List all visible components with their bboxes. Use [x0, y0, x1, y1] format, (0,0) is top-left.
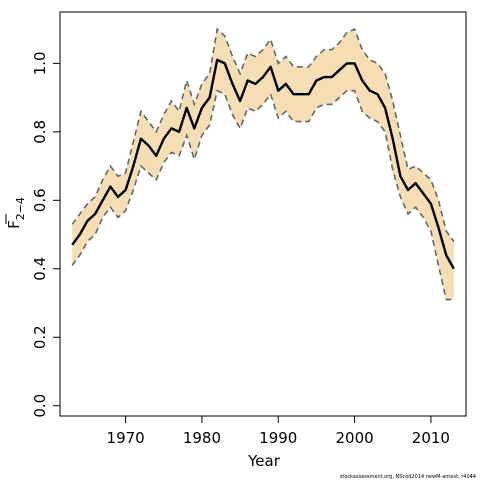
x-tick-label: 2010: [412, 429, 450, 447]
y-axis-title: F2−4: [5, 197, 27, 229]
y-tick-label: 0.6: [31, 188, 49, 212]
y-tick-label: 0.0: [31, 394, 49, 418]
confidence-bounds-layer: [71, 27, 455, 301]
y-axis-title-subscript: 2−4: [14, 197, 27, 220]
y-tick-label: 0.2: [31, 325, 49, 349]
x-tick-label: 1970: [107, 429, 145, 447]
lower-bound-line: [71, 89, 454, 301]
x-tick-label: 1980: [183, 429, 221, 447]
y-tick-label: 0.8: [31, 120, 49, 144]
confidence-band-layer: [72, 29, 454, 300]
y-axis-title-main: F: [5, 220, 23, 229]
svg-text:F2−4: F2−4: [5, 197, 27, 229]
estimate-line: [71, 58, 455, 270]
y-tick-label: 0.4: [31, 257, 49, 281]
x-tick-label: 1990: [259, 429, 297, 447]
x-tick-label: 2000: [335, 429, 373, 447]
confidence-band: [72, 29, 454, 300]
upper-bound-line: [71, 27, 455, 242]
credit-text: stockassessment.org, NScod2014 newM-ante…: [340, 474, 476, 480]
x-axis: 1970 1980 1990 2000 2010: [107, 415, 450, 447]
x-axis-title: Year: [247, 452, 281, 470]
y-axis: 0.0 0.2 0.4 0.6 0.8 1.0: [31, 51, 61, 418]
y-tick-label: 1.0: [31, 51, 49, 75]
estimate-line-layer: [71, 58, 455, 270]
